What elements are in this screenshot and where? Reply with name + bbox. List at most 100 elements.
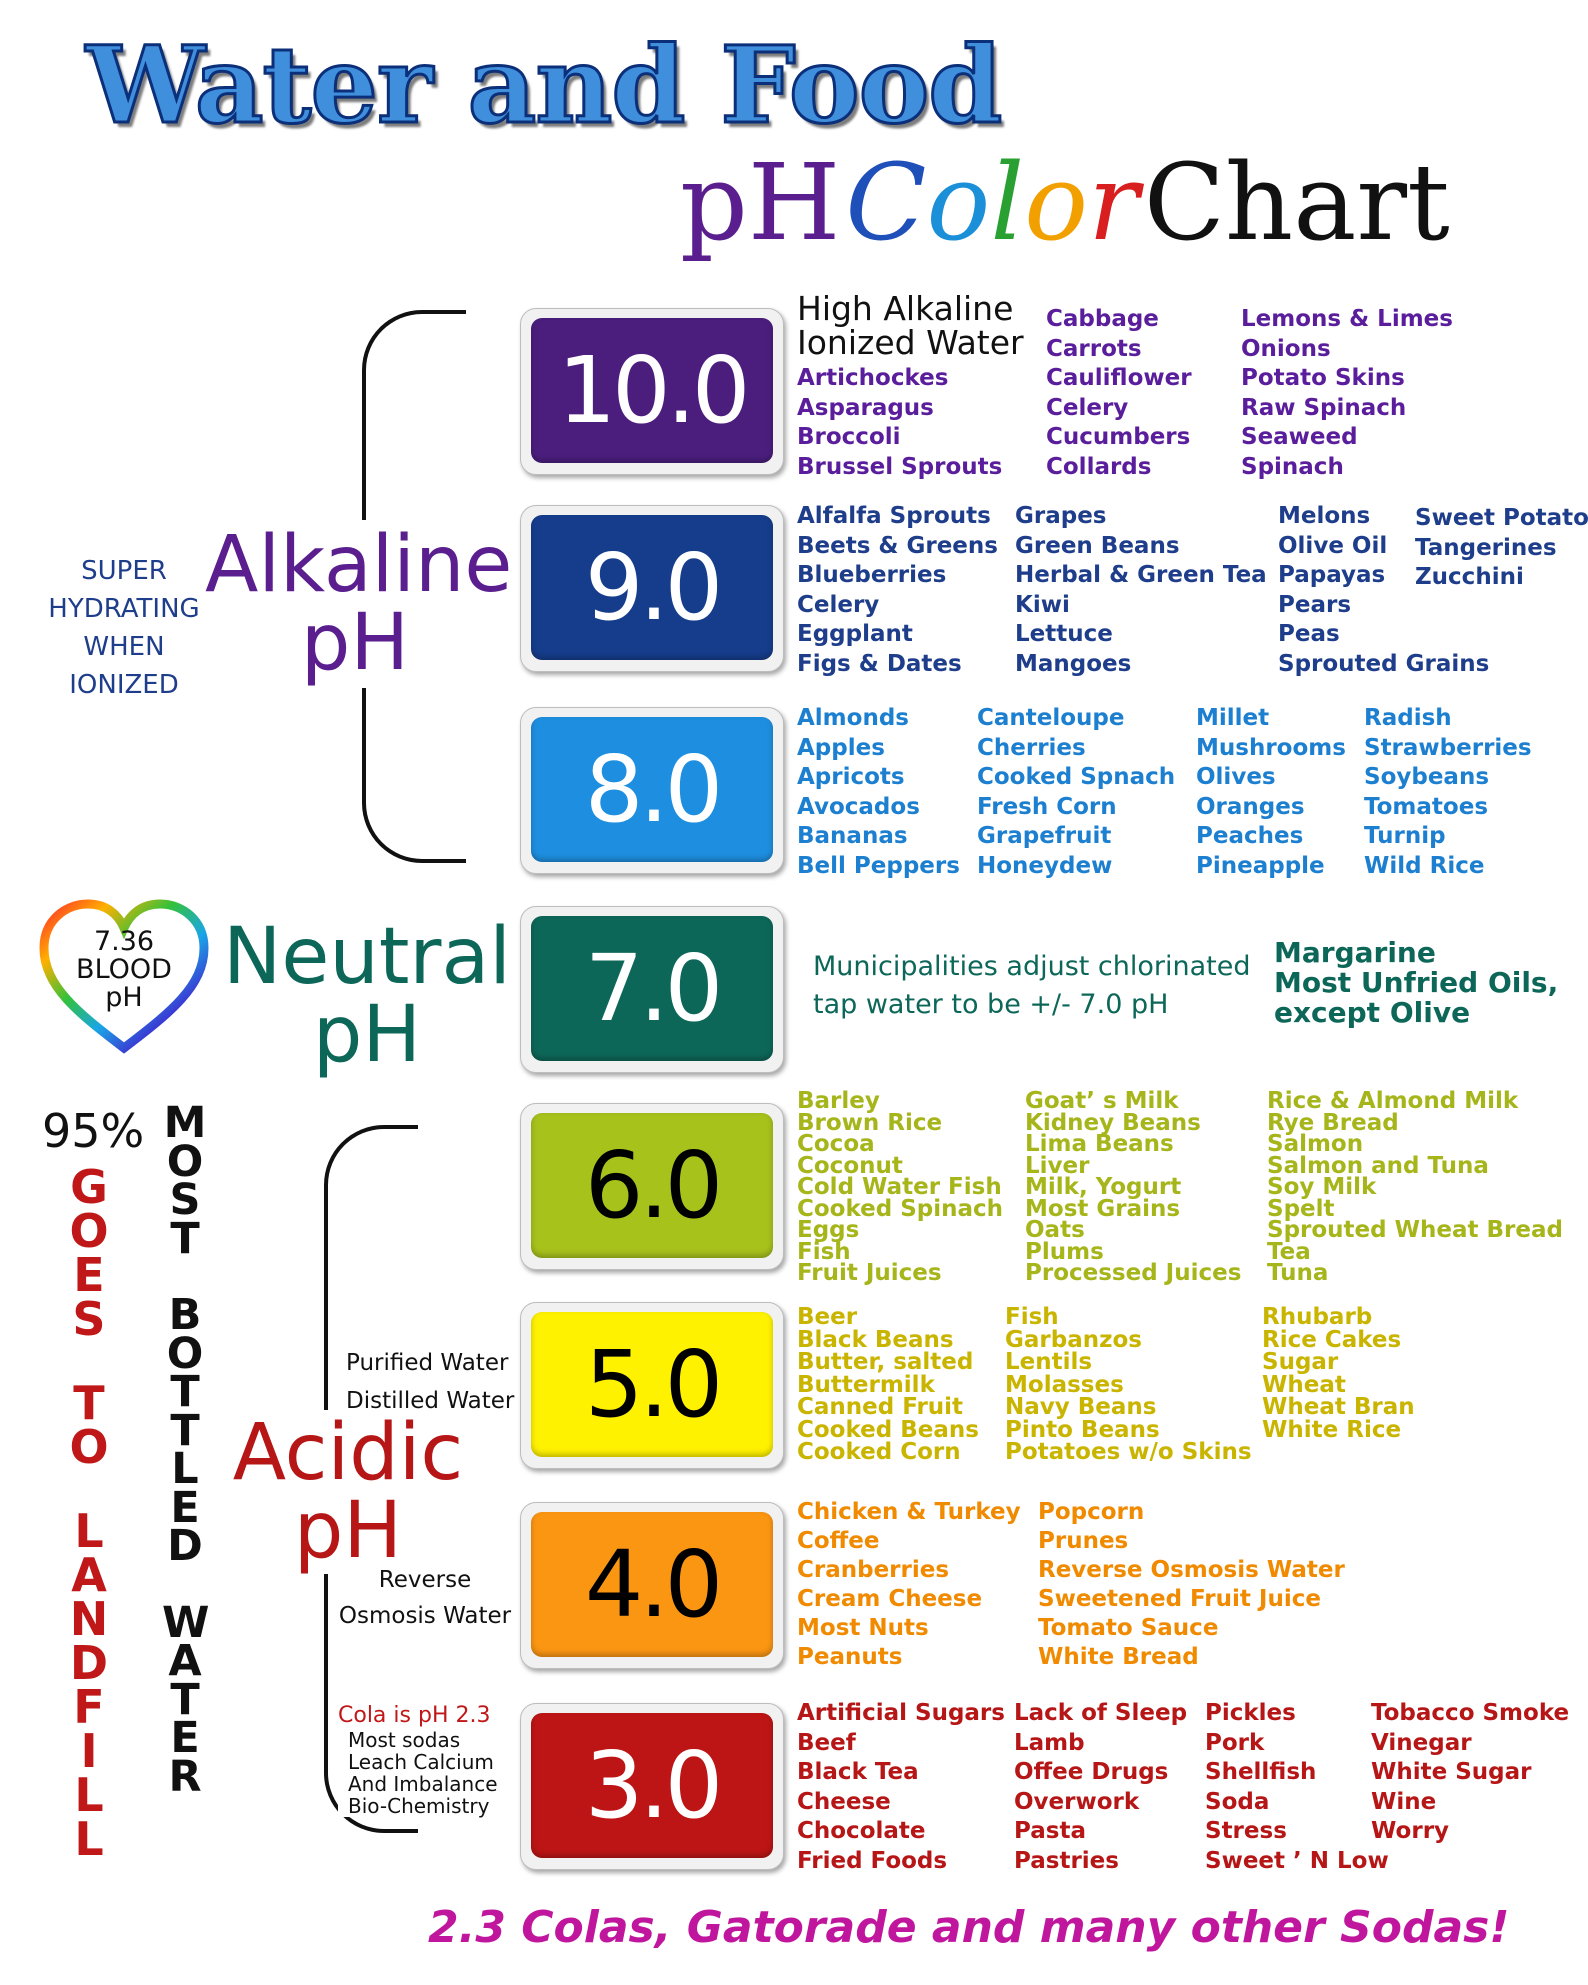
- food-item: Cheese: [797, 1788, 891, 1815]
- food-item: Tuna: [1267, 1260, 1329, 1286]
- ph-block-3: 3.0: [520, 1703, 784, 1870]
- ph-block-5: 5.0: [520, 1302, 784, 1469]
- title-ph-color-chart: pH Color Chart: [680, 150, 1450, 256]
- ph4-col2: Popcorn Prunes Reverse Osmosis Water Sweete…: [1038, 1498, 1345, 1672]
- food-item: Collards: [1046, 453, 1152, 480]
- food-item: Soy Milk: [1267, 1174, 1377, 1200]
- food-item: Pasta: [1014, 1818, 1086, 1844]
- ph7-col2: Margarine Most Unfried Oils, except Olive: [1274, 938, 1558, 1028]
- ph7-note: Municipalities adjust chlorinated tap wa…: [813, 948, 1251, 1024]
- ph-value-4: 4.0: [531, 1512, 773, 1657]
- food-item: Cranberries: [797, 1557, 950, 1583]
- color-letter: r: [1088, 141, 1139, 264]
- food-item: Black Beans: [797, 1326, 954, 1353]
- ph8-col2: Canteloupe Cherries Cooked Spnach Fresh Cor…: [977, 704, 1175, 881]
- reverse-line-1: Reverse: [378, 1567, 472, 1593]
- food-item: Soda: [1205, 1788, 1270, 1815]
- distilled-water-label: Distilled Water: [346, 1388, 521, 1414]
- food-item: Cold Water Fish: [797, 1174, 1002, 1200]
- food-item: Processed Juices: [1025, 1260, 1242, 1286]
- cola-title: Cola is pH 2.3: [338, 1703, 491, 1728]
- food-item: except Olive: [1274, 996, 1471, 1029]
- title-color-word: Color: [845, 141, 1138, 264]
- food-item: Beets & Greens: [797, 532, 998, 559]
- food-item: Lima Beans: [1025, 1131, 1174, 1157]
- food-item: Cooked Spnach: [977, 764, 1176, 790]
- super-line-2: HYDRATING: [48, 594, 200, 624]
- food-item: Beef: [797, 1729, 856, 1756]
- food-item: Wild Rice: [1364, 852, 1485, 879]
- food-item: Carrots: [1046, 335, 1142, 362]
- food-item: Broccoli: [797, 424, 901, 450]
- footer-note: 2.3 Colas, Gatorade and many other Sodas…: [428, 1902, 1510, 1953]
- ph8-col1: Almonds Apples Apricots Avocados Bananas Bell…: [797, 704, 960, 881]
- food-item: Tomato Sauce: [1038, 1615, 1219, 1641]
- food-item: Pickles: [1205, 1700, 1296, 1726]
- food-item: Sugar: [1262, 1349, 1339, 1375]
- ph8-col4: Radish Strawberries Soybeans Tomatoes Turnip…: [1364, 704, 1532, 881]
- food-item: Rice Cakes: [1262, 1326, 1402, 1353]
- food-item: Peas: [1278, 621, 1340, 647]
- food-item: Oats: [1025, 1217, 1085, 1243]
- ph-value-10: 10.0: [531, 318, 773, 463]
- food-item: Tea: [1267, 1238, 1311, 1265]
- purified-water-label: Purified Water: [346, 1350, 515, 1376]
- heart-icon: [39, 899, 209, 1054]
- cola-note: Cola is pH 2.3 Most sodas Leach Calcium …: [338, 1705, 518, 1817]
- ph10-col2: Cabbage Carrots Cauliflower Celery Cucumbers…: [1046, 305, 1192, 482]
- food-item: Popcorn: [1038, 1499, 1145, 1525]
- food-item: Canned Fruit: [797, 1394, 964, 1420]
- color-letter: o: [926, 141, 991, 264]
- food-item: Cooked Beans: [797, 1416, 979, 1443]
- food-item: Mushrooms: [1196, 734, 1346, 761]
- food-item: Pears: [1278, 591, 1352, 618]
- food-item: Pineapple: [1196, 852, 1325, 879]
- food-item: Worry: [1371, 1818, 1450, 1844]
- food-item: Margarine: [1274, 936, 1436, 969]
- food-item: Sprouted Wheat Bread: [1267, 1217, 1563, 1243]
- ph4-col1: Chicken & Turkey Coffee Cranberries Cream C…: [797, 1498, 1021, 1672]
- food-item: Plums: [1025, 1238, 1104, 1265]
- food-item: Grapefruit: [977, 823, 1112, 849]
- food-item: Sweetened Fruit Juice: [1038, 1586, 1321, 1612]
- food-item: Radish: [1364, 705, 1452, 731]
- food-item: Coffee: [797, 1528, 880, 1554]
- cola-line-2: Leach Calcium: [348, 1750, 494, 1774]
- food-item: Cucumbers: [1046, 424, 1191, 450]
- food-item: Tomatoes: [1364, 793, 1489, 820]
- food-item: White Bread: [1038, 1644, 1199, 1670]
- food-item: Fruit Juices: [797, 1260, 942, 1286]
- heart-blood: BLOOD: [76, 954, 172, 985]
- food-item: Goat’ s Milk: [1025, 1088, 1179, 1114]
- title-chart: Chart: [1143, 141, 1450, 264]
- cola-line-3: And Imbalance: [348, 1772, 498, 1796]
- ph3-col3: Pickles Pork Shellfish Soda Stress Sweet ’ N …: [1205, 1699, 1389, 1876]
- food-item: Cocoa: [797, 1131, 875, 1157]
- food-item: Alfalfa Sprouts: [797, 503, 991, 529]
- ph9-col3: Melons Olive Oil Papayas Pears Peas Sprouted …: [1278, 502, 1489, 679]
- alkaline-ph: pH: [300, 598, 410, 688]
- food-item: Kidney Beans: [1025, 1109, 1201, 1136]
- food-item: Chicken & Turkey: [797, 1499, 1021, 1525]
- food-item: Stress: [1205, 1818, 1287, 1844]
- food-item: Grapes: [1015, 503, 1107, 529]
- food-item: Peanuts: [797, 1644, 903, 1670]
- food-item: Salmon and Tuna: [1267, 1152, 1489, 1179]
- food-item: Lettuce: [1015, 621, 1113, 647]
- food-item: Eggplant: [797, 621, 913, 647]
- food-item: Wine: [1371, 1788, 1437, 1815]
- food-item: Offee Drugs: [1014, 1759, 1169, 1785]
- ph6-col2: Goat’ s Milk Kidney Beans Lima Beans Liver M…: [1025, 1088, 1242, 1286]
- alkaline-ph-label: Alkaline pH: [205, 520, 512, 688]
- acidic-ph-label: Acidic pH: [228, 1410, 468, 1574]
- food-item: Butter, salted: [797, 1349, 974, 1375]
- food-item: Salmon: [1267, 1131, 1364, 1157]
- color-letter: l: [990, 141, 1025, 264]
- food-item: White Sugar: [1371, 1759, 1532, 1785]
- ph7-note-2: tap water to be +/- 7.0 pH: [813, 989, 1169, 1020]
- food-item: Papayas: [1278, 562, 1386, 588]
- food-item: Blueberries: [797, 562, 947, 588]
- acidic-word: Acidic: [232, 1408, 464, 1498]
- food-item: Raw Spinach: [1241, 394, 1407, 421]
